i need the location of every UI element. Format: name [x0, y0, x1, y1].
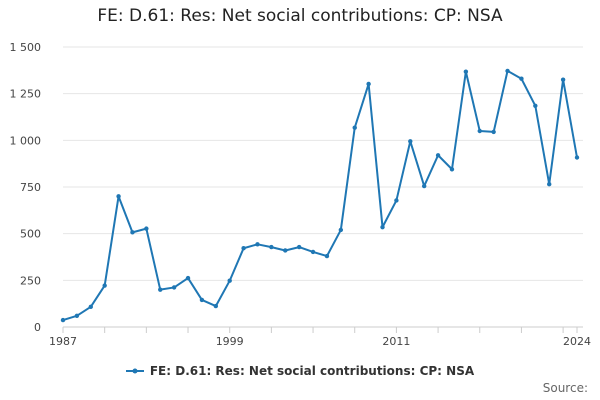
data-point	[227, 278, 232, 283]
x-tick-label: 1999	[216, 335, 244, 348]
y-tick-label: 250	[20, 274, 41, 287]
source-label: Source:	[542, 381, 588, 395]
data-point	[394, 198, 399, 203]
data-point	[324, 253, 330, 259]
data-point	[310, 249, 316, 255]
y-tick-label: 750	[20, 181, 41, 194]
data-point	[130, 230, 135, 235]
data-point	[185, 275, 191, 281]
data-point	[408, 139, 413, 144]
data-point	[491, 129, 496, 135]
data-point	[421, 183, 427, 189]
y-tick-label: 1 500	[10, 41, 42, 54]
y-tick-label: 1 250	[10, 88, 42, 101]
data-point	[533, 103, 538, 109]
data-point	[241, 246, 246, 251]
series-line	[62, 69, 578, 322]
data-point	[102, 283, 107, 288]
x-tick-label: 2024	[563, 335, 591, 348]
data-point	[505, 68, 510, 74]
data-point	[116, 194, 121, 199]
data-point	[60, 317, 66, 323]
data-point	[380, 224, 385, 230]
data-point	[255, 242, 260, 247]
y-tick-label: 0	[34, 321, 41, 334]
data-point	[213, 303, 219, 309]
legend-label: FE: D.61: Res: Net social contributions:…	[149, 364, 475, 378]
data-point	[199, 297, 205, 303]
data-point	[171, 285, 177, 290]
data-point	[158, 287, 163, 292]
data-point	[477, 128, 482, 134]
data-point	[352, 125, 357, 130]
data-point	[283, 248, 288, 253]
data-point	[560, 77, 566, 82]
data-point	[435, 153, 441, 158]
data-point	[449, 167, 455, 172]
x-tick-label: 2011	[382, 335, 410, 348]
data-point	[366, 81, 371, 87]
x-tick-label: 1987	[49, 335, 77, 348]
data-point	[144, 226, 149, 231]
y-tick-label: 500	[20, 228, 41, 241]
data-point	[574, 155, 580, 160]
legend-swatch	[125, 368, 144, 374]
data-point	[463, 69, 469, 74]
y-tick-label: 1 000	[10, 134, 42, 147]
data-point	[338, 227, 344, 233]
data-point	[88, 304, 93, 310]
data-point	[269, 244, 274, 250]
data-point	[74, 313, 80, 318]
data-point	[296, 244, 302, 250]
legend[interactable]: FE: D.61: Res: Net social contributions:…	[0, 364, 600, 378]
data-point	[519, 76, 524, 81]
data-point	[547, 182, 552, 187]
chart-title: FE: D.61: Res: Net social contributions:…	[97, 6, 503, 26]
